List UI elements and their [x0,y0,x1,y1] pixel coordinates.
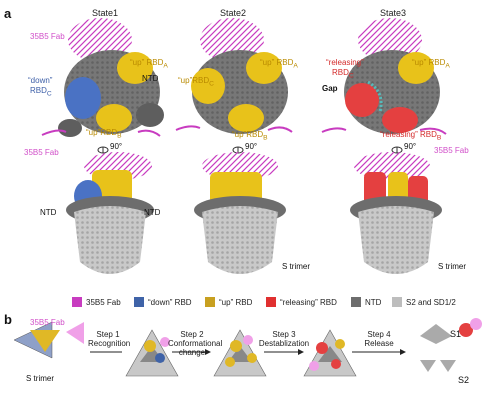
fab-label-mid: 35B5 Fab [24,148,59,157]
state3-top-view [321,18,447,135]
ntd-side-label-s1-left: NTD [40,208,57,217]
ntd-side-label-s1-right: NTD [144,208,161,217]
legend-item-s2: S2 and SD1/2 [392,296,456,308]
step-1-label: Step 1 Recognition [88,330,131,348]
up-rbd-a-label-s2: “up” RBDA [260,58,298,70]
fab-label-right: 35B5 Fab [434,146,469,155]
up-rbd-a-label-s1: “up” RBDA [130,58,168,70]
legend: 35B5 Fab “down” RBD “up” RBD “releasing”… [72,296,492,310]
legend-item-up-rbd: “up” RBD [205,296,252,308]
releasing-rbd-c [345,83,379,117]
panel-b-letter: b [4,312,12,327]
panel-b-trimer-label: S trimer [26,374,54,383]
legend-item-releasing-rbd: “releasing” RBD [266,296,337,308]
rotation-label-3: 90° [404,142,417,151]
legend-swatch-up [205,297,215,307]
up-rbd-a-label-s3: “up” RBDA [412,58,450,70]
state1-top-view [41,18,164,137]
legend-item-ntd: NTD [351,296,381,308]
state3-side-view [350,152,442,274]
s1-label: S1 [450,329,462,339]
down-rbd-label-1: “down” [28,76,53,85]
up-rbd-b [96,104,132,132]
legend-swatch-releasing [266,297,276,307]
s-trimer-label-s2: S trimer [282,262,310,271]
step-3-label: Step 3 Destablization [258,330,310,348]
legend-swatch-fab [72,297,82,307]
fab-label-top: 35B5 Fab [30,32,65,41]
down-rbd-c [65,77,101,119]
up-rbd-c-label-s2: “up”RBDC [178,76,214,88]
panel-b-fab-label: 35B5 Fab [30,318,65,327]
rotation-label-1: 90° [110,142,123,151]
gap-marker [367,80,383,113]
legend-swatch-s2 [392,297,402,307]
step-2-label: Step 2 Conformational change [168,330,223,357]
up-rbd-b-label-s2: “up”RBDB [232,130,268,142]
legend-swatch-down [134,297,144,307]
gap-label: Gap [322,84,338,93]
state3-title: State3 [380,8,407,18]
state1-side-view [66,152,154,274]
state2-side-view [194,152,286,274]
state2-top-view [175,18,293,134]
s-trimer-label-s3: S trimer [438,262,466,271]
up-rbd-b-label-s1: “up”RBDB [86,128,122,140]
s2-label: S2 [458,375,470,385]
panel-a-letter: a [4,6,12,21]
releasing-rbd-b [382,107,418,133]
legend-item-down-rbd: “down” RBD [134,296,192,308]
panel-b-schematic [13,318,482,377]
state1-title: State1 [92,8,119,18]
releasing-rbd-b-label: “releasing” RBDB [380,130,442,142]
releasing-rbd-c-label-2: RBDC [332,68,354,80]
state2-title: State2 [220,8,247,18]
down-rbd-label-2: RBDC [30,86,52,98]
up-rbd-a [117,52,153,84]
releasing-rbd-c-label-1: “releasing” [326,58,364,67]
ntd-label-s1: NTD [142,74,159,83]
step-4-label: Step 4 Release [364,330,394,348]
legend-swatch-ntd [351,297,361,307]
rotation-label-2: 90° [245,142,258,151]
legend-item-fab: 35B5 Fab [72,296,121,308]
